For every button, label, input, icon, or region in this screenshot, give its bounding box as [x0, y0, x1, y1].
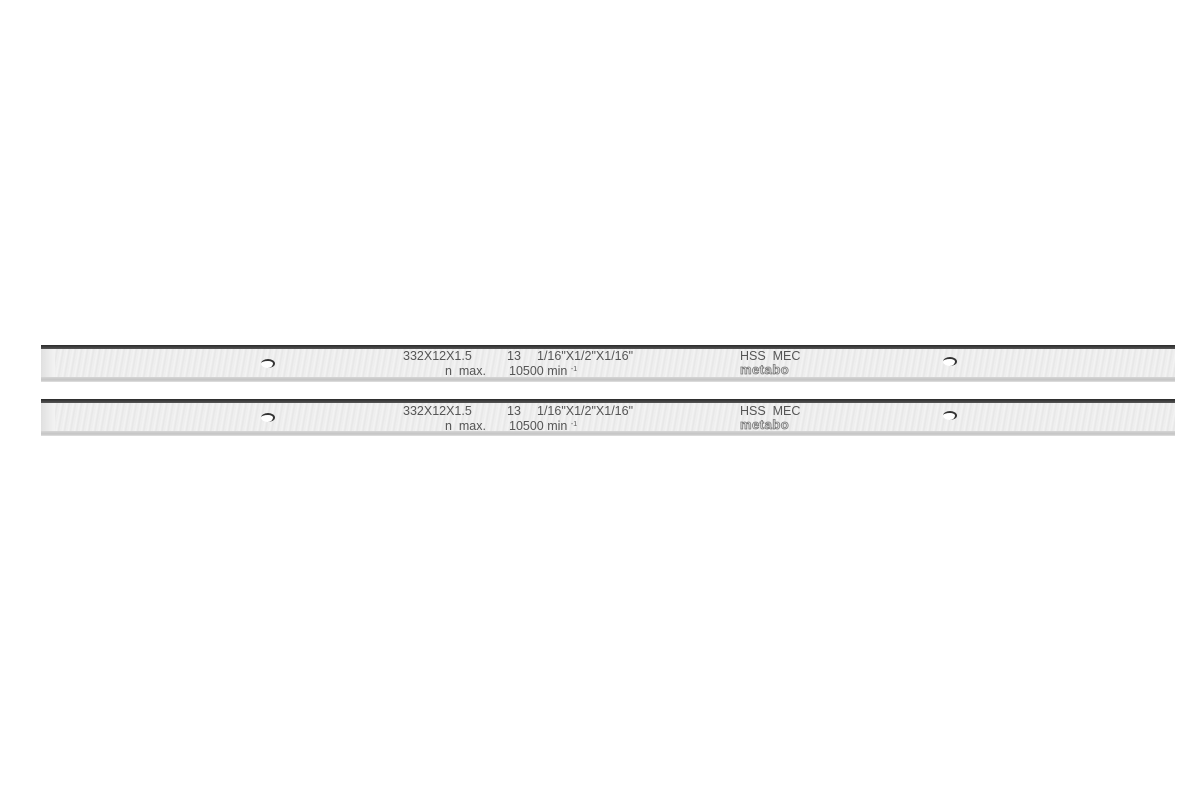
blade-qty: 13: [507, 349, 521, 363]
blade-cutting-edge: [41, 345, 1175, 349]
speed-exponent: -1: [570, 421, 578, 428]
speed-label: n max.: [445, 419, 486, 433]
speed-number: 10500 min: [509, 419, 568, 433]
material-label: HSS MEC: [740, 404, 801, 418]
mounting-hole-icon: [261, 359, 275, 368]
blade-end: [41, 403, 55, 431]
speed-value: 10500 min -1: [509, 420, 577, 433]
planer-blade-2: 332X12X1.5 13 1/16"X1/2"X1/16" n max. 10…: [41, 399, 1175, 436]
speed-label: n max.: [445, 364, 486, 378]
blade-cutting-edge: [41, 399, 1175, 403]
planer-blade-1: 332X12X1.5 13 1/16"X1/2"X1/16" n max. 10…: [41, 345, 1175, 382]
brand-logo: metabo: [740, 417, 790, 432]
speed-exponent: -1: [570, 366, 578, 373]
mounting-hole-icon: [943, 357, 957, 366]
brand-logo: metabo: [740, 362, 790, 377]
speed-number: 10500 min: [509, 364, 568, 378]
mounting-hole-icon: [943, 411, 957, 420]
blade-end: [41, 349, 55, 377]
blade-body: [41, 403, 1175, 431]
blade-bevel: [41, 377, 1175, 382]
blade-size: 332X12X1.5: [403, 349, 472, 363]
blade-imperial-size: 1/16"X1/2"X1/16": [537, 349, 634, 363]
blade-bevel: [41, 431, 1175, 436]
mounting-hole-icon: [261, 413, 275, 422]
blade-qty: 13: [507, 404, 521, 418]
blade-size: 332X12X1.5: [403, 404, 472, 418]
blade-imperial-size: 1/16"X1/2"X1/16": [537, 404, 634, 418]
blade-body: [41, 349, 1175, 377]
material-label: HSS MEC: [740, 349, 801, 363]
speed-value: 10500 min -1: [509, 365, 577, 378]
